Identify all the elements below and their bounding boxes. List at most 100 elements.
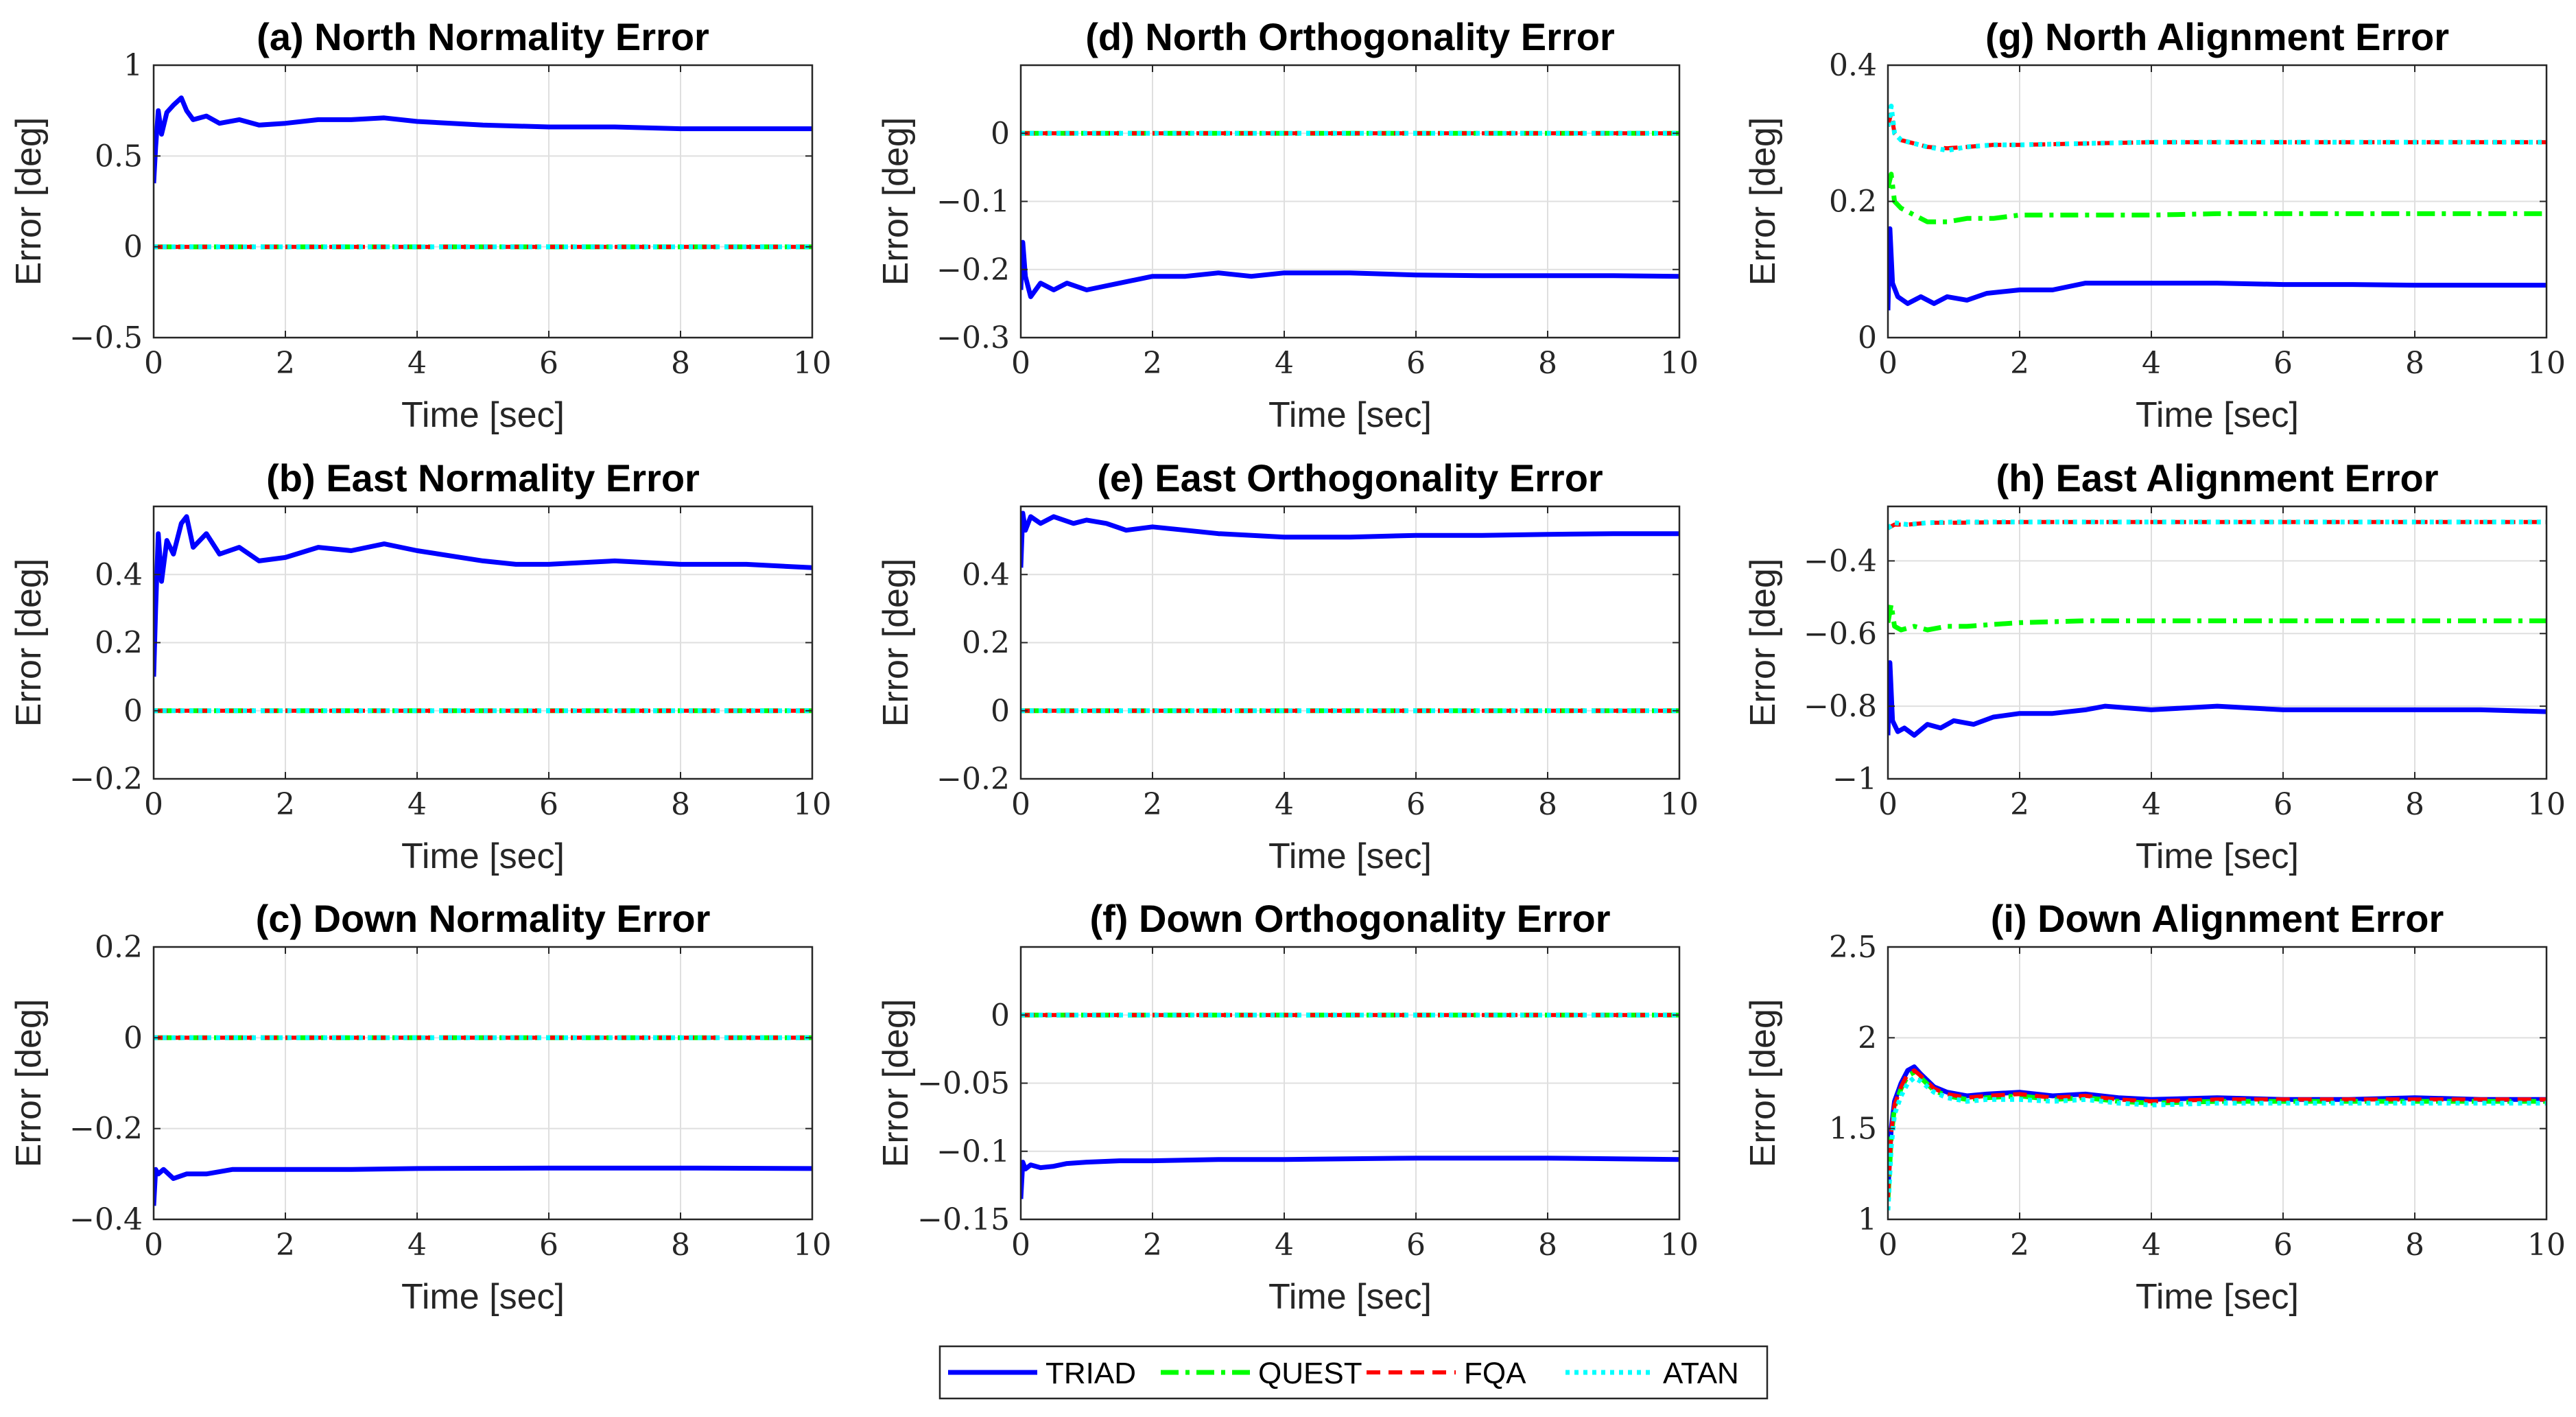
chart-panel-f: 0 2 4 6 8 10 −0.15 −0.1 −0.05 0 (f) Down Orthogona… xyxy=(876,897,1699,1317)
y-tick-label: 0.2 xyxy=(95,930,143,965)
x-tick-label: 10 xyxy=(793,1228,831,1263)
x-tick-label: 2 xyxy=(1143,346,1162,381)
x-tick-label: 4 xyxy=(1275,1228,1294,1263)
series-group xyxy=(154,95,812,250)
y-tick-label: −0.2 xyxy=(936,253,1010,288)
y-axis-label: Error [deg] xyxy=(1743,999,1783,1168)
chart-panel-c: 0 2 4 6 8 10 −0.4 −0.2 0 0.2 (c) Down Normality Er… xyxy=(9,897,831,1317)
chart-title: (b) East Normality Error xyxy=(266,456,700,500)
x-tick-label: 6 xyxy=(2273,787,2293,822)
x-tick-label: 0 xyxy=(1878,346,1898,381)
y-tick-label: −0.2 xyxy=(936,762,1010,797)
x-tick-label: 8 xyxy=(671,1228,690,1263)
series-group xyxy=(1888,104,2547,311)
x-tick-label: 10 xyxy=(1660,346,1699,381)
y-tick-label: −0.1 xyxy=(936,1134,1010,1169)
axes-box xyxy=(152,64,814,339)
x-tick-label: 4 xyxy=(407,346,427,381)
chart-title: (c) Down Normality Error xyxy=(256,897,711,940)
x-tick-label: 0 xyxy=(144,787,163,822)
x-tick-label: 0 xyxy=(1011,1228,1030,1263)
series-group xyxy=(1021,130,1679,299)
y-tick-label: 0 xyxy=(991,998,1010,1033)
y-tick-label: −1 xyxy=(1832,762,1877,797)
y-tick-label: −0.1 xyxy=(936,185,1010,220)
x-tick-label: 0 xyxy=(1011,346,1030,381)
x-tick-label: 4 xyxy=(2142,787,2161,822)
chart-panel-a: 0 2 4 6 8 10−0.500.51(a) North Normality Erro… xyxy=(9,15,831,435)
x-tick-label: 10 xyxy=(1660,1228,1699,1263)
plot-area xyxy=(1888,947,2547,1219)
x-tick-label: 4 xyxy=(1275,346,1294,381)
y-tick-label: 0.2 xyxy=(962,626,1010,661)
x-tick-label: 2 xyxy=(276,787,295,822)
y-axis-label: Error [deg] xyxy=(1743,117,1783,286)
x-tick-label: 8 xyxy=(2405,346,2424,381)
x-tick-label: 6 xyxy=(1406,346,1426,381)
y-tick-label: −0.2 xyxy=(69,762,143,797)
series-group xyxy=(1021,511,1679,714)
x-tick-label: 8 xyxy=(2405,1228,2424,1263)
y-tick-label: 0.5 xyxy=(95,139,143,174)
legend-label-fqa: FQA xyxy=(1464,1357,1526,1390)
chart-title: (d) North Orthogonality Error xyxy=(1085,15,1615,58)
x-tick-label: 10 xyxy=(793,787,831,822)
plot-area xyxy=(154,947,812,1219)
x-tick-label: 4 xyxy=(1275,787,1294,822)
series-line-triad xyxy=(154,514,812,677)
y-tick-label: −0.5 xyxy=(69,320,143,355)
x-tick-label: 6 xyxy=(2273,1228,2293,1263)
x-tick-label: 8 xyxy=(671,346,690,381)
x-axis-label: Time [sec] xyxy=(401,395,565,435)
x-tick-label: 2 xyxy=(276,346,295,381)
y-tick-label: 0.4 xyxy=(962,557,1010,592)
chart-panel-e: 0 2 4 6 8 10−0.200.20.4(e) East Orthogonality… xyxy=(876,456,1699,876)
x-tick-label: 6 xyxy=(1406,787,1426,822)
y-tick-label: −0.4 xyxy=(69,1202,143,1237)
y-tick-label: 0.2 xyxy=(1829,185,1877,220)
y-axis-label: Error [deg] xyxy=(9,559,49,727)
y-tick-label: 0 xyxy=(123,694,143,729)
x-tick-label: 2 xyxy=(2010,1228,2029,1263)
series-group xyxy=(1888,1064,2547,1210)
x-tick-label: 2 xyxy=(2010,787,2029,822)
series-line-triad xyxy=(154,95,812,184)
x-tick-label: 6 xyxy=(2273,346,2293,381)
y-tick-label: 0 xyxy=(1858,320,1877,355)
axes-box xyxy=(1887,946,2548,1221)
chart-panel-h: 0 2 4 6 8 10 −1 −0.8 −0.6 −0.4 (h) East Alignment … xyxy=(1743,456,2566,876)
series-group xyxy=(154,1035,812,1206)
chart-title: (i) Down Alignment Error xyxy=(1991,897,2444,940)
axes-box xyxy=(152,946,814,1221)
y-tick-label: 2 xyxy=(1858,1020,1877,1055)
plot-area xyxy=(1888,506,2547,779)
series-line-atan xyxy=(1888,1075,2547,1210)
series-group xyxy=(1021,1012,1679,1199)
x-tick-label: 0 xyxy=(1011,787,1030,822)
plot-area xyxy=(154,65,812,338)
series-group xyxy=(154,514,812,714)
y-tick-label: −0.8 xyxy=(1804,689,1877,724)
y-tick-label: 0 xyxy=(991,694,1010,729)
y-axis-label: Error [deg] xyxy=(1743,559,1783,727)
series-line-triad xyxy=(1021,239,1679,299)
chart-panel-d: 0 2 4 6 8 10 −0.3 −0.2 −0.1 0 (d) North Orthogonal… xyxy=(876,15,1699,435)
x-axis-label: Time [sec] xyxy=(1268,836,1432,876)
chart-panel-b: 0 2 4 6 8 10−0.200.20.4(b) East Normality Err… xyxy=(9,456,831,876)
legend-label-triad: TRIAD xyxy=(1045,1357,1136,1390)
chart-title: (a) North Normality Error xyxy=(257,15,709,58)
y-tick-label: 0.4 xyxy=(1829,48,1877,83)
x-tick-label: 10 xyxy=(2527,1228,2566,1263)
x-tick-label: 6 xyxy=(539,1228,558,1263)
series-line-triad xyxy=(1021,1156,1679,1199)
x-tick-label: 4 xyxy=(2142,1228,2161,1263)
y-tick-label: −0.2 xyxy=(69,1112,143,1147)
x-tick-label: 8 xyxy=(1538,1228,1557,1263)
x-axis-label: Time [sec] xyxy=(2136,1277,2299,1317)
x-tick-label: 2 xyxy=(1143,1228,1162,1263)
x-tick-label: 0 xyxy=(1878,1228,1898,1263)
x-tick-label: 10 xyxy=(2527,787,2566,822)
x-tick-label: 4 xyxy=(2142,346,2161,381)
chart-panel-g: 0 2 4 6 8 10 0 0.2 0.4 (g) North Alignment Error T… xyxy=(1743,15,2566,435)
